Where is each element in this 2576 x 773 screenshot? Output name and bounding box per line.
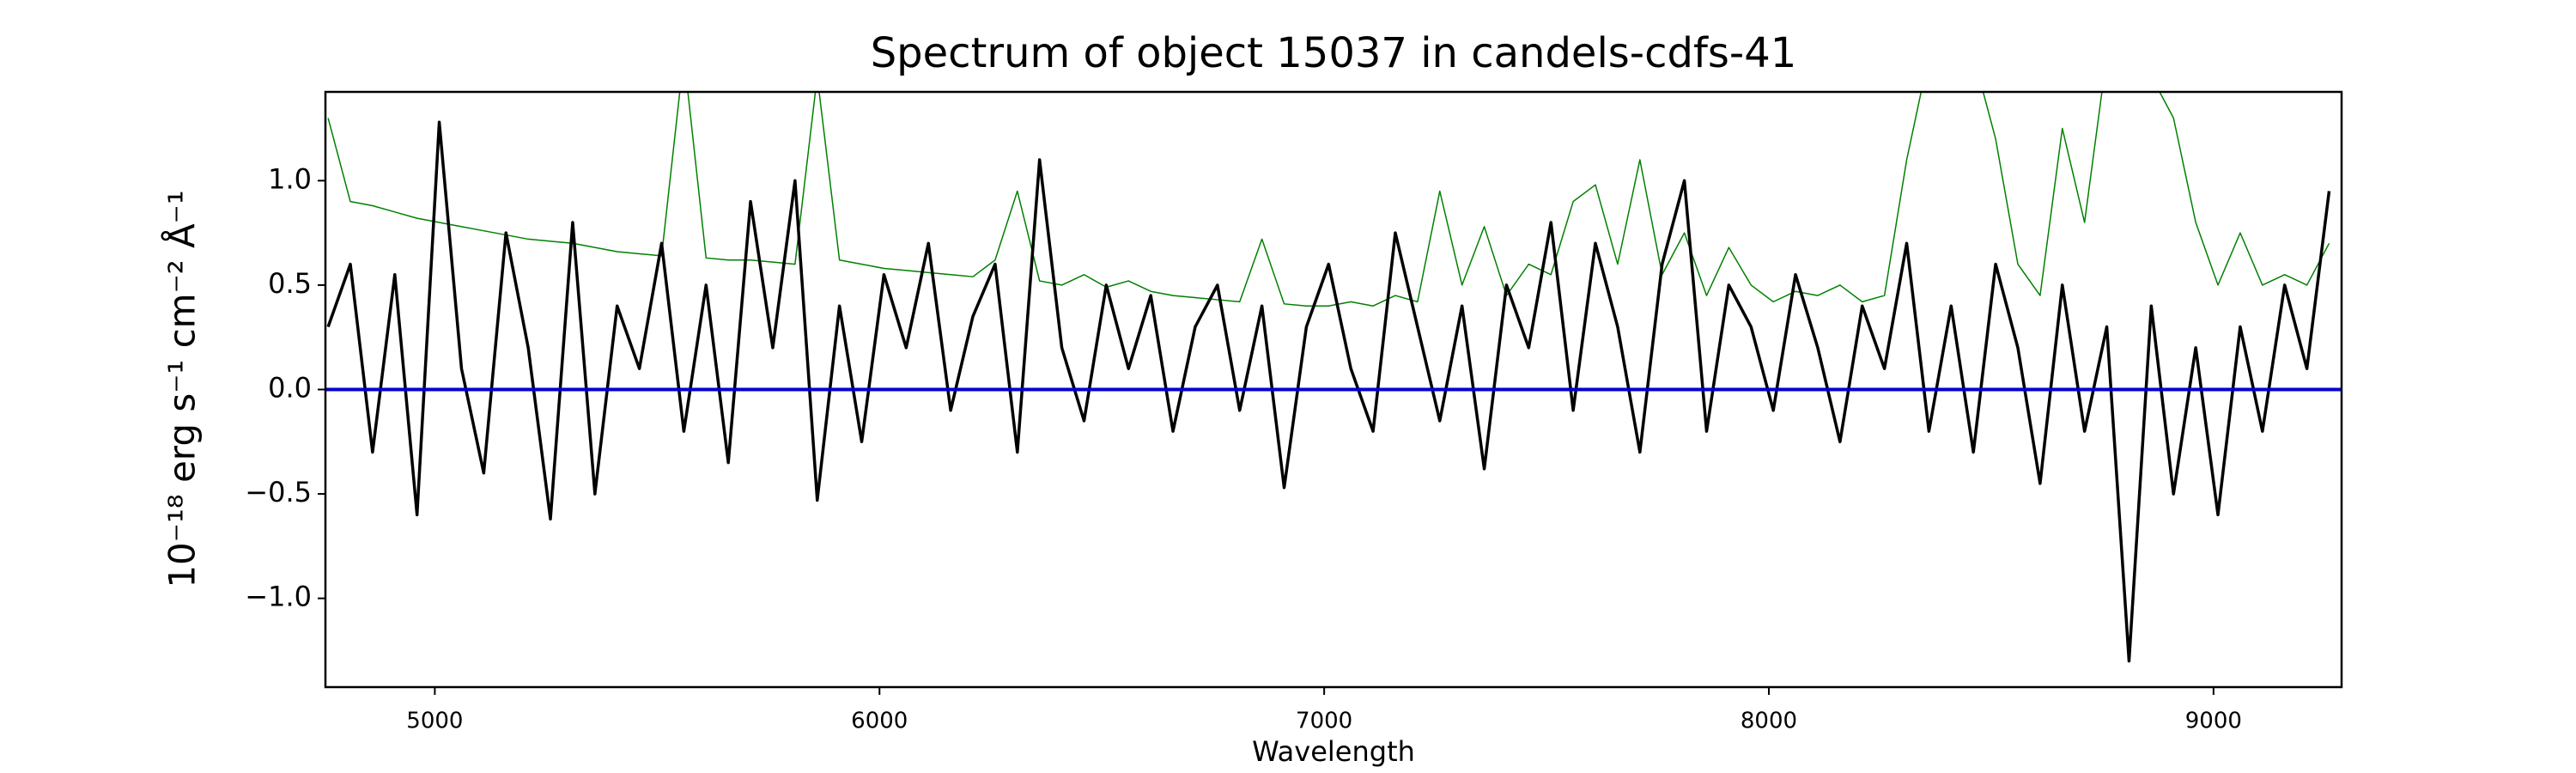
plot-area [325,92,2342,663]
chart-title: Spectrum of object 15037 in candels-cdfs… [871,29,1797,77]
y-tick-label: 0.0 [268,372,312,405]
spectrum-line [326,120,2331,663]
x-tick-label: 7000 [1296,709,1352,734]
x-tick-label: 6000 [851,709,908,734]
x-tick-label: 5000 [406,709,463,734]
y-tick-label: 0.5 [268,267,312,300]
y-axis-label: 10⁻¹⁸ erg s⁻¹ cm⁻² Å⁻¹ [161,190,204,587]
y-tick-label: −1.0 [245,581,312,613]
y-tick-label: −0.5 [245,476,312,508]
y-tick-label: 1.0 [268,162,312,195]
x-axis-label: Wavelength [1252,735,1415,768]
x-tick-label: 9000 [2185,709,2242,734]
x-tick-label: 8000 [1741,709,1797,734]
